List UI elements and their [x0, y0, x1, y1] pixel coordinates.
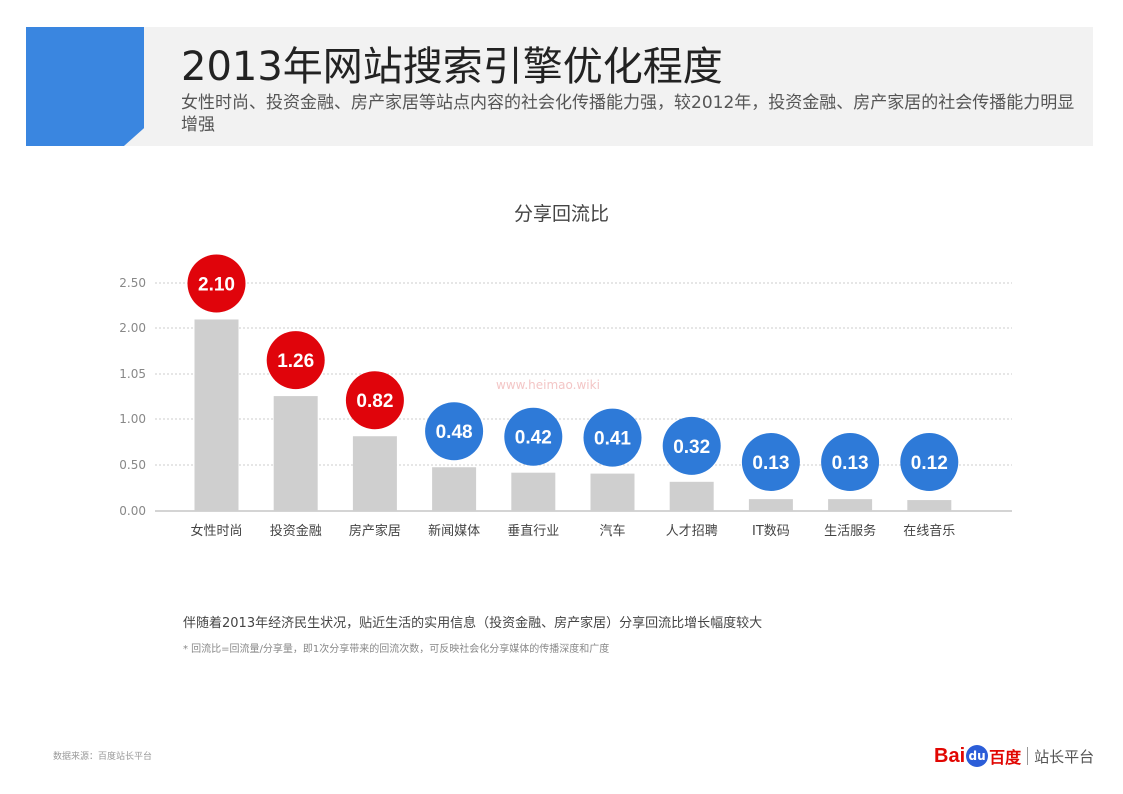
logo-paw-icon: du — [966, 745, 989, 767]
x-tick-label: 投资金融 — [270, 523, 322, 539]
y-tick-label: 0.00 — [119, 504, 146, 518]
bar — [828, 499, 873, 511]
y-tick-label: 1.05 — [119, 367, 146, 381]
data-source: 数据来源：百度站长平台 — [53, 752, 153, 762]
x-tick-label: 人才招聘 — [666, 524, 718, 539]
bar — [669, 481, 714, 511]
value-bubble — [741, 433, 800, 491]
bar — [748, 499, 793, 511]
header-accent-block — [26, 27, 144, 146]
page-title: 2013年网站搜索引擎优化程度 — [181, 44, 723, 90]
data-label: 0.13 — [832, 453, 869, 474]
bar — [590, 473, 635, 511]
data-label: 0.32 — [673, 437, 710, 458]
baidu-logo: Bai du 百度 站长平台 — [934, 742, 1094, 770]
chart-note: 伴随着2013年经济民生状况，贴近生活的实用信息（投资金融、房产家居）分享回流比… — [183, 616, 763, 631]
data-label: 0.12 — [911, 453, 948, 474]
value-bubble — [504, 407, 563, 466]
page-subtitle: 女性时尚、投资金融、房产家居等站点内容的社会化传播能力强，较2012年，投资金融… — [181, 93, 1075, 135]
value-bubble — [345, 371, 404, 430]
value-bubble — [425, 402, 484, 461]
value-bubble — [821, 433, 880, 491]
logo-divider — [1027, 747, 1029, 765]
header-banner — [26, 27, 1093, 146]
data-label: 1.26 — [277, 351, 314, 372]
value-bubble — [583, 408, 642, 467]
y-tick-label: 1.00 — [119, 412, 146, 426]
bar — [432, 467, 477, 511]
data-label: 0.42 — [515, 428, 552, 449]
x-tick-label: 汽车 — [599, 523, 625, 539]
value-bubble — [662, 416, 721, 475]
data-label: 0.41 — [594, 429, 631, 450]
value-bubble — [187, 254, 246, 313]
bar — [511, 472, 556, 511]
bar — [194, 319, 239, 511]
value-bubble — [900, 433, 959, 491]
bar — [907, 500, 952, 511]
watermark: www.heimao.wiki — [496, 378, 600, 392]
data-label: 0.82 — [356, 391, 393, 412]
logo-platform-text: 站长平台 — [1034, 747, 1095, 766]
x-tick-label: 女性时尚 — [190, 523, 242, 539]
x-tick-label: 房产家居 — [349, 523, 401, 539]
chart-footnote: * 回流比=回流量/分享量，即1次分享带来的回流次数，可反映社会化分享媒体的传播… — [183, 644, 610, 655]
value-bubble — [266, 331, 325, 390]
bar — [273, 396, 318, 511]
data-label: 0.48 — [436, 422, 473, 443]
y-tick-label: 2.00 — [119, 321, 146, 335]
x-tick-label: 新闻媒体 — [428, 523, 480, 539]
x-tick-label: 在线音乐 — [903, 523, 955, 539]
x-tick-label: 垂直行业 — [507, 524, 559, 539]
logo-bai-text: Bai — [934, 744, 966, 767]
chart-title: 分享回流比 — [513, 203, 609, 225]
data-label: 2.10 — [198, 274, 235, 295]
y-tick-label: 0.50 — [119, 458, 146, 472]
y-tick-label: 2.50 — [119, 276, 146, 290]
x-tick-label: 生活服务 — [824, 523, 876, 539]
x-tick-label: IT数码 — [752, 524, 790, 539]
data-label: 0.13 — [752, 453, 789, 474]
bar — [352, 436, 397, 511]
logo-baidu-cn: 百度 — [989, 748, 1022, 767]
